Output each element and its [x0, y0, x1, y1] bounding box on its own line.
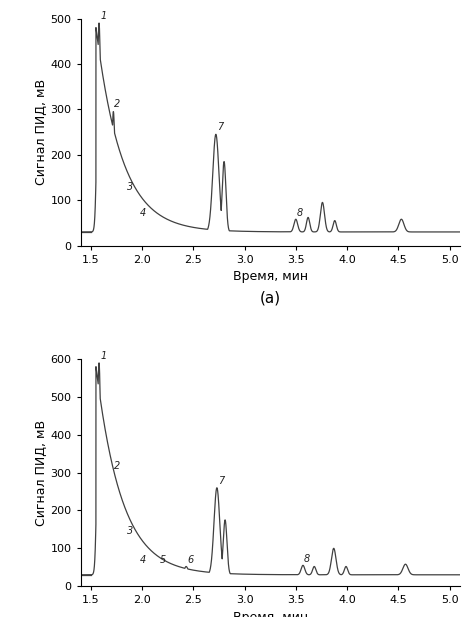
X-axis label: Время, мин: Время, мин — [233, 611, 308, 617]
Text: 3: 3 — [127, 526, 133, 536]
Text: 4: 4 — [140, 555, 146, 565]
Text: 2: 2 — [114, 461, 121, 471]
Text: (а): (а) — [260, 291, 281, 306]
Text: 3: 3 — [127, 183, 133, 193]
Y-axis label: Сигнал ПИД, мВ: Сигнал ПИД, мВ — [35, 420, 48, 526]
Text: 4: 4 — [140, 208, 146, 218]
Text: 8: 8 — [304, 554, 310, 564]
Y-axis label: Сигнал ПИД, мВ: Сигнал ПИД, мВ — [35, 79, 48, 185]
Text: 2: 2 — [114, 99, 121, 109]
Text: 6: 6 — [187, 555, 193, 565]
Text: 7: 7 — [218, 476, 224, 486]
Text: 1: 1 — [100, 10, 106, 21]
X-axis label: Время, мин: Время, мин — [233, 270, 308, 283]
Text: 1: 1 — [100, 351, 106, 361]
Text: 7: 7 — [217, 122, 223, 132]
Text: 5: 5 — [159, 555, 166, 565]
Text: 8: 8 — [297, 208, 303, 218]
